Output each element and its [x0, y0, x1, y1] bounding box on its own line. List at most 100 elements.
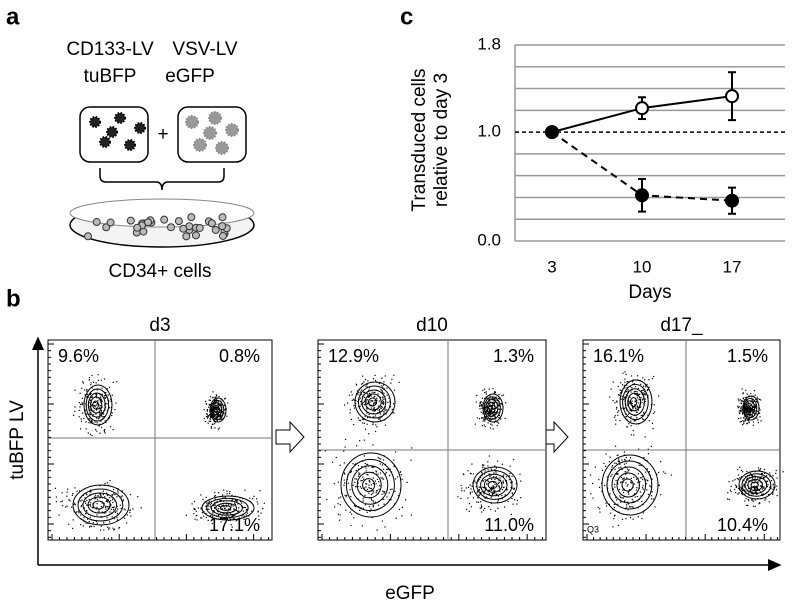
event-dot [647, 493, 650, 496]
event-dot [743, 479, 745, 482]
event-dot [747, 407, 749, 410]
event-dot [223, 512, 225, 515]
event-dot [647, 453, 650, 455]
event-dot [740, 400, 742, 402]
contour [486, 401, 496, 415]
virus [134, 122, 146, 134]
event-dot [732, 480, 734, 482]
contour [351, 465, 389, 505]
event-dot [617, 454, 619, 456]
event-dot [619, 419, 621, 422]
event-dot [350, 470, 352, 472]
event-dot [627, 470, 629, 472]
event-dot [625, 416, 627, 418]
event-dot [126, 522, 128, 524]
event-dot [217, 508, 220, 510]
event-dot [370, 395, 372, 397]
contour [83, 384, 113, 426]
event-dot [616, 454, 618, 456]
event-dot [380, 458, 382, 460]
cell [92, 218, 101, 227]
event-dot [370, 399, 372, 402]
event-dot [734, 491, 737, 494]
event-dot [112, 507, 115, 509]
event-dot [605, 505, 608, 507]
event-dot [76, 511, 78, 513]
event-dot [757, 488, 759, 490]
event-dot [621, 459, 623, 461]
event-dot [772, 488, 774, 490]
event-dot [775, 489, 778, 491]
event-dot [382, 459, 385, 461]
cell [218, 213, 227, 222]
event-dot [81, 387, 83, 389]
event-dot [502, 482, 505, 484]
event-dot [763, 468, 765, 470]
event-dot [89, 525, 91, 527]
event-dot [376, 529, 378, 531]
event-dot [648, 471, 651, 473]
event-dot [86, 388, 88, 391]
event-dot [240, 500, 242, 503]
contour [744, 400, 756, 416]
event-dot [739, 398, 741, 401]
event-dot [214, 507, 216, 509]
event-dot [344, 473, 346, 475]
event-dot [223, 489, 225, 491]
event-dot [217, 401, 220, 403]
event-dot [367, 402, 369, 404]
event-dot [384, 526, 386, 528]
event-dot [631, 498, 633, 500]
event-dot [492, 387, 494, 390]
event-dot [211, 416, 213, 418]
event-dot [72, 519, 74, 521]
event-dot [216, 500, 218, 503]
event-dot [630, 402, 632, 404]
event-dot [752, 421, 755, 423]
event-dot [756, 481, 758, 483]
plot-title: d3 [149, 315, 170, 336]
event-dot [507, 500, 509, 503]
contour [77, 488, 124, 522]
event-dot [482, 465, 484, 467]
event-dot [624, 396, 626, 398]
event-dot [206, 413, 208, 415]
event-dot [728, 481, 730, 483]
event-dot [772, 483, 774, 485]
event-dot [617, 460, 619, 462]
cell [195, 223, 204, 232]
event-dot [207, 415, 209, 417]
event-dot [378, 481, 380, 483]
event-dot [750, 487, 752, 490]
event-dot [109, 480, 111, 482]
event-dot [370, 498, 372, 500]
event-dot [380, 405, 383, 408]
event-dot [116, 496, 118, 498]
event-dot [69, 500, 71, 502]
contour [354, 381, 396, 423]
event-dot [615, 423, 617, 425]
event-dot [369, 510, 371, 512]
event-dot [344, 494, 346, 497]
event-dot [78, 409, 80, 411]
y-tick-label: 0.0 [477, 230, 501, 249]
event-dot [612, 509, 614, 511]
contour [747, 478, 763, 492]
event-dot [520, 480, 522, 482]
event-dot [238, 517, 240, 519]
event-dot [498, 485, 501, 487]
event-dot [624, 459, 626, 461]
event-dot [747, 402, 749, 404]
event-dot [747, 474, 749, 477]
event-dot [213, 504, 215, 506]
event-dot [752, 402, 754, 404]
event-dot [495, 399, 497, 401]
virus-icons [89, 111, 239, 155]
event-dot [625, 391, 627, 393]
event-dot [395, 478, 397, 480]
event-dot [100, 409, 103, 412]
event-dot [477, 497, 479, 499]
event-dot [652, 412, 655, 415]
event-dot [743, 423, 745, 425]
event-dot [634, 407, 637, 409]
